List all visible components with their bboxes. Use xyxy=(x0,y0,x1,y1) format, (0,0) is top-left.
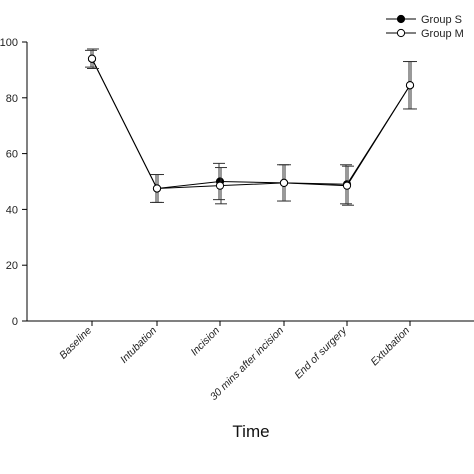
y-ticks: 0 20 40 60 80 100 xyxy=(0,37,27,328)
x-tick-label: End of surgery xyxy=(292,324,349,381)
series-line xyxy=(91,58,411,189)
series xyxy=(85,48,417,206)
series-2 xyxy=(87,48,417,206)
data-point xyxy=(215,181,225,190)
legend: Group S Group M xyxy=(386,14,464,40)
data-point xyxy=(279,178,289,187)
x-tick-label: Incision xyxy=(188,325,222,359)
data-point xyxy=(405,81,415,90)
legend-label: Group S xyxy=(421,14,462,26)
data-point xyxy=(342,181,352,190)
series-line xyxy=(91,58,411,190)
y-tick-label: 100 xyxy=(0,37,18,49)
y-tick-label: 0 xyxy=(12,316,18,328)
legend-marker xyxy=(396,14,406,24)
legend-label: Group M xyxy=(421,28,464,40)
y-tick-label: 40 xyxy=(6,204,18,216)
legend-marker xyxy=(396,28,406,38)
y-tick-label: 20 xyxy=(6,260,18,272)
x-tick-label: Baseline xyxy=(57,325,94,362)
data-point xyxy=(152,184,162,193)
y-tick-label: 80 xyxy=(6,93,18,105)
x-axis-title: Time xyxy=(232,422,269,441)
axes xyxy=(26,42,474,322)
series-1 xyxy=(85,49,415,205)
x-tick-label: Extubation xyxy=(369,325,413,369)
x-tick-label: 30 mins after incision xyxy=(208,325,286,403)
x-tick-label: Intubation xyxy=(118,325,159,366)
data-point xyxy=(87,54,97,63)
y-tick-label: 60 xyxy=(6,149,18,161)
